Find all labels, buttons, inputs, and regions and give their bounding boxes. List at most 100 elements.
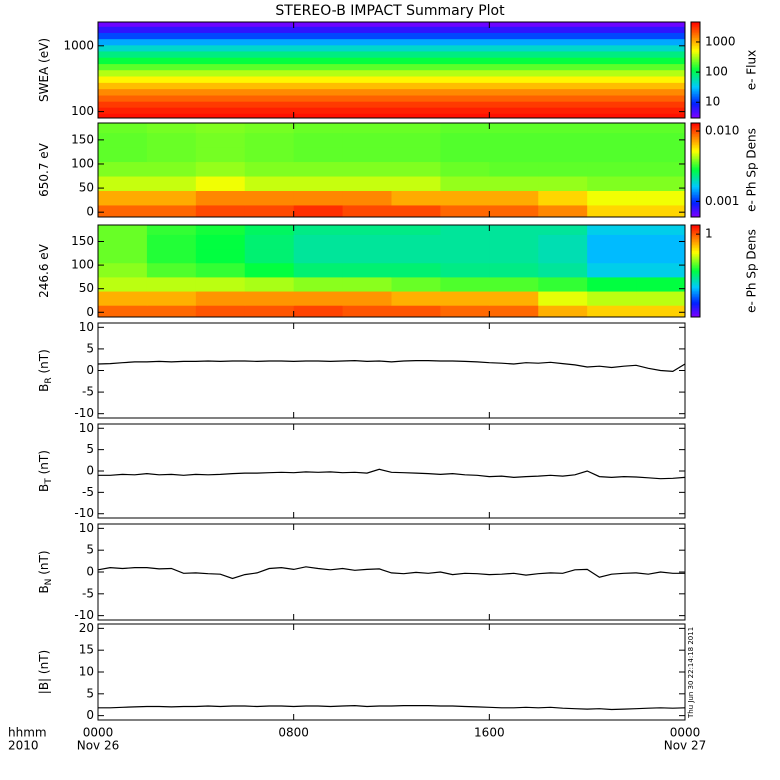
colorbar-segment [691,87,700,90]
y-tick-label: -5 [82,586,94,600]
heatmap-cell [244,225,295,235]
colorbar-segment [691,249,700,252]
heatmap-cell [587,291,637,306]
colorbar-segment [691,257,700,260]
heatmap-cell [587,147,637,163]
colorbar-segment [691,151,700,154]
heatmap-cell [391,123,441,134]
colorbar-segment [691,274,700,277]
colorbar-label: e- Ph Sp Dens [745,128,759,212]
colorbar-segment [691,168,700,171]
colorbar-segment [691,206,700,209]
y-axis-label-text: SWEA (eV) [37,38,51,102]
heatmap-cell [538,291,588,306]
heatmap-cell [195,305,246,318]
colorbar-segment [691,60,700,63]
colorbar-segment [691,300,700,303]
colorbar-segment [691,127,700,130]
colorbar-segment [691,185,700,188]
colorbar-segment [691,86,700,89]
colorbar-segment [691,207,700,210]
colorbar-segment [691,126,700,129]
colorbar-segment [691,297,700,300]
colorbar-segment [691,232,700,235]
colorbar-segment [691,146,700,149]
colorbar-segment [691,92,700,95]
heatmap-cell [489,225,539,235]
y-axis-label: 650.7 eV [37,142,51,197]
colorbar-segment [691,258,700,261]
colorbar-tick-label: 0.010 [705,124,739,138]
colorbar-segment [691,108,700,111]
heatmap-cell [342,291,392,306]
colorbar-segment [691,42,700,45]
colorbar-segment [691,143,700,146]
y-tick-label: 5 [86,442,94,456]
colorbar-segment [691,65,700,68]
colorbar-segment [691,57,700,60]
colorbar-segment [691,309,700,312]
y-axis-label-text: B [37,585,51,593]
colorbar-segment [691,74,700,77]
heatmap-cell [538,248,588,264]
colorbar-segment [691,281,700,284]
heatmap-cell [391,161,441,177]
colorbar-segment [691,79,700,82]
colorbar-segment [691,263,700,266]
spectrum-band [98,76,685,83]
y-tick-label: 150 [71,132,94,146]
y-axis-label: BN (nT) [37,550,54,593]
y-tick-label: 150 [71,234,94,248]
colorbar-segment [691,272,700,275]
colorbar-segment [691,106,700,109]
heatmap-cell [195,291,246,306]
colorbar-segment [691,173,700,176]
y-axis-label-text: B [37,384,51,392]
colorbar-segment [691,254,700,257]
colorbar-segment [691,243,700,246]
colorbar-segment [691,240,700,243]
heatmap-cell [98,291,148,306]
spectrum-band [98,32,685,40]
heatmap-cell [146,276,197,292]
colorbar-segment [691,38,700,41]
spectrum-band [98,113,685,119]
heatmap-cell [244,276,295,292]
heatmap-cell [293,147,344,163]
colorbar-segment [691,141,700,144]
colorbar-segment [691,182,700,185]
heatmap-cell [98,176,148,191]
x-year-label: 2010 [8,739,39,753]
heatmap-cell [195,190,246,206]
panel: -10 -5 0 5 10 BN (nT) [37,521,686,622]
colorbar-segment [691,70,700,73]
colorbar-segment [691,229,700,232]
colorbar-segment [691,111,700,114]
heatmap-cell [489,123,539,134]
colorbar-segment [691,30,700,33]
colorbar-segment [691,33,700,36]
heatmap-cell [146,147,197,163]
colorbar-segment [691,152,700,155]
colorbar-segment [691,95,700,98]
heatmap-cell [293,305,344,318]
colorbar-segment [691,271,700,274]
heatmap-cell [391,305,441,318]
data-line [98,704,686,711]
heatmap-cell [244,190,295,206]
colorbar-segment [691,290,700,293]
heatmap-cell [244,161,295,177]
y-tick-label: 10 [79,421,94,435]
heatmap-cell [587,190,637,206]
colorbar-segment [691,148,700,151]
heatmap-cell [244,234,295,250]
colorbar-segment [691,215,700,218]
colorbar-segment [691,231,700,234]
colorbar-segment [691,246,700,249]
heatmap-cell [293,176,344,191]
heatmap-cell [391,204,441,218]
heatmap-cell [636,248,686,264]
colorbar-segment [691,73,700,76]
heatmap-cell [293,204,344,218]
y-tick-label: 15 [79,643,94,657]
